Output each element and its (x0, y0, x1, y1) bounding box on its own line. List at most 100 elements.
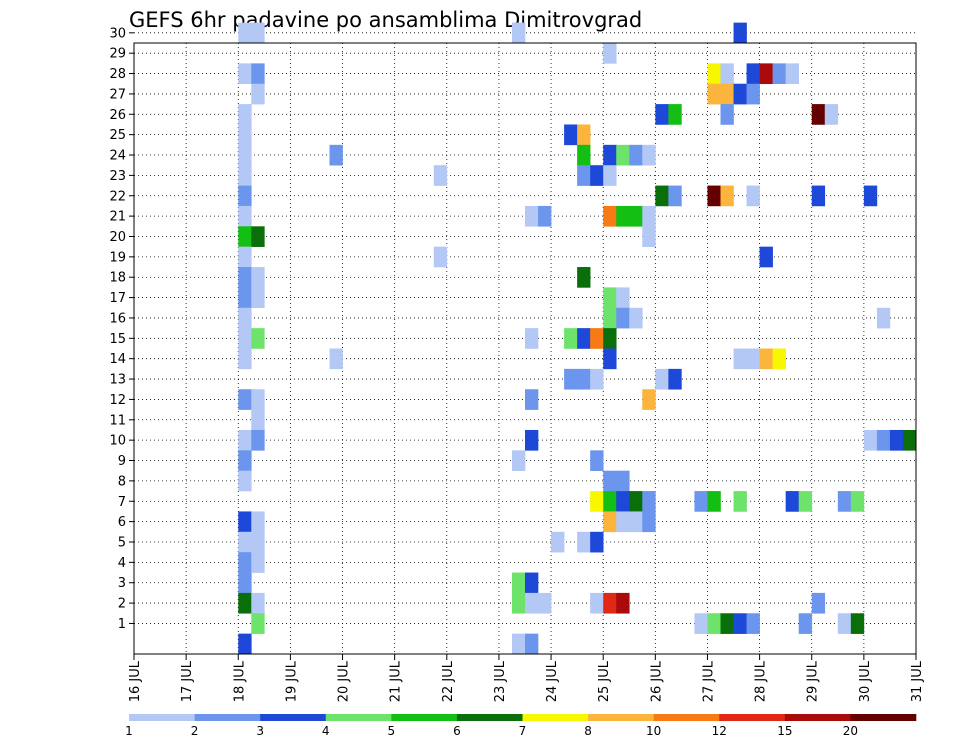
heatmap-cell (720, 104, 734, 125)
x-tick-label: 17 JUL (180, 660, 195, 702)
heatmap-cell (785, 491, 799, 512)
heatmap-cell (238, 429, 252, 451)
heatmap-cell (616, 205, 630, 227)
y-tick-label: 29 (109, 47, 126, 62)
colorbar-tick-label: 3 (256, 724, 264, 738)
heatmap-cell (238, 267, 252, 288)
heatmap-cell (655, 104, 669, 125)
heatmap-cell (733, 491, 747, 512)
heatmap-cell (603, 328, 617, 349)
heatmap-cell (629, 205, 643, 227)
heatmap-cell (824, 104, 839, 125)
heatmap-cell (629, 511, 643, 533)
y-tick-label: 22 (109, 189, 126, 204)
heatmap-cell (577, 124, 591, 146)
colorbar: 1 2 3 4 5 6 7 8 10 12 15 20 (125, 714, 917, 738)
heatmap-cell (707, 185, 721, 207)
heatmap-cell (759, 348, 773, 370)
heatmap-cell (629, 144, 643, 166)
heatmap-cell (238, 226, 252, 247)
heatmap-cell (733, 613, 747, 634)
x-tick-label: 16 JUL (128, 660, 143, 702)
heatmap-cell (655, 185, 669, 207)
y-tick-label: 5 (118, 535, 126, 550)
heatmap-cell (616, 592, 630, 614)
heatmap-cell (642, 226, 656, 247)
x-tick-label: 30 JUL (858, 660, 873, 702)
heatmap-cell (785, 63, 799, 85)
heatmap-cell (642, 511, 656, 533)
heatmap-cell (863, 429, 878, 451)
heatmap-cell (850, 613, 865, 634)
x-tick-label: 31 JUL (910, 660, 925, 702)
heatmap-cell (811, 592, 826, 614)
heatmap-cell (238, 511, 252, 533)
heatmap-cell (251, 592, 265, 614)
heatmap-cell (616, 144, 630, 166)
heatmap-cell (238, 389, 252, 410)
heatmap-cell (603, 165, 617, 186)
heatmap-cell (251, 613, 265, 634)
heatmap-cell (525, 205, 539, 227)
y-tick-label: 10 (109, 434, 126, 449)
heatmap-cell (238, 592, 252, 614)
colorbar-segment (588, 714, 654, 721)
heatmap-cell (238, 287, 252, 309)
heatmap-cell (511, 633, 526, 655)
heatmap-cell (655, 368, 669, 390)
heatmap-cell (863, 185, 878, 207)
colorbar-segment (850, 714, 917, 721)
heatmap-cell (238, 205, 252, 227)
heatmap-cell (798, 613, 813, 634)
heatmap-cell (668, 368, 682, 390)
heatmap-cell (238, 531, 252, 553)
y-tick-label: 21 (109, 210, 126, 225)
heatmap-cell (603, 205, 617, 227)
heatmap-cell (811, 185, 826, 207)
heatmap-cell (759, 246, 773, 268)
heatmap-cell (603, 307, 617, 329)
heatmap-cell (668, 185, 682, 207)
heatmap-cell (577, 267, 591, 288)
heatmap-cell (850, 491, 865, 512)
heatmap-cell (511, 450, 526, 471)
y-tick-label: 6 (118, 515, 126, 530)
heatmap-cell (577, 531, 591, 553)
y-tick-label: 9 (118, 454, 126, 469)
y-tick-label: 15 (109, 332, 126, 347)
heatmap-cell (238, 144, 252, 166)
colorbar-segment (653, 714, 720, 721)
heatmap-cell (238, 633, 252, 655)
x-tick-label: 29 JUL (806, 660, 821, 702)
heatmap-cell (603, 491, 617, 512)
heatmap-cell (590, 165, 604, 186)
x-tick-label: 28 JUL (754, 660, 769, 702)
heatmap-cell (238, 328, 252, 349)
colorbar-tick-label: 8 (584, 724, 592, 738)
heatmap-cell (251, 552, 265, 573)
heatmap-cell (616, 307, 630, 329)
heatmap-cell (603, 287, 617, 309)
heatmap-cell (707, 613, 721, 634)
heatmap-cell (433, 246, 448, 268)
colorbar-tick-label: 20 (843, 724, 858, 738)
heatmap-cell (577, 328, 591, 349)
heatmap-cell (251, 389, 265, 410)
heatmap-cell (603, 592, 617, 614)
colorbar-segment (719, 714, 786, 721)
heatmap-cell (251, 328, 265, 349)
y-tick-label: 11 (109, 413, 126, 428)
heatmap-cell (694, 613, 708, 634)
heatmap-cell (251, 429, 265, 451)
heatmap-cell (590, 491, 604, 512)
y-tick-label: 19 (109, 250, 126, 265)
heatmap-cell (720, 185, 734, 207)
y-tick-label: 1 (118, 617, 126, 632)
x-tick-label: 26 JUL (649, 660, 664, 702)
heatmap-cell (238, 470, 252, 492)
colorbar-tick-label: 5 (388, 724, 396, 738)
heatmap-cell (564, 328, 578, 349)
colorbar-tick-label: 15 (777, 724, 792, 738)
heatmap-cells (238, 22, 917, 655)
